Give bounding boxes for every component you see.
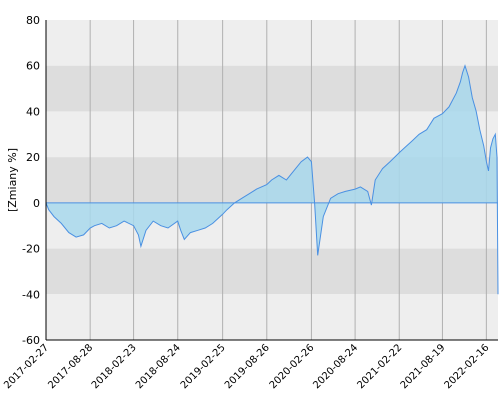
grid-band (46, 248, 498, 295)
x-tick-label: 2020-08-24 (311, 342, 360, 391)
y-axis-label: [Zmiany %] (6, 148, 19, 212)
y-tick-label: -60 (22, 334, 40, 347)
x-tick-label: 2018-02-23 (90, 342, 139, 391)
x-tick-label: 2018-08-24 (134, 342, 183, 391)
series-line (45, 64, 499, 295)
grid-band (46, 65, 498, 112)
x-tick-label: 2017-08-28 (46, 342, 95, 391)
x-tick-label: 2021-08-19 (399, 342, 448, 391)
x-tick-label: 2021-02-22 (355, 342, 404, 391)
x-tick-label: 2017-02-27 (2, 342, 51, 391)
x-tick-label: 2020-02-26 (268, 342, 317, 391)
y-axis-ticks: 80 60 40 20 0 -20 -40 -60 (22, 14, 40, 347)
y-tick-label: 40 (26, 105, 40, 118)
grid-band (46, 294, 498, 340)
x-tick-label: 2022-02-16 (443, 342, 492, 391)
y-tick-label: 80 (26, 14, 40, 27)
x-axis-ticks: 2017-02-272017-08-282018-02-232018-08-24… (2, 342, 491, 391)
y-tick-label: -20 (22, 243, 40, 256)
x-tick-label: 2019-08-26 (223, 342, 272, 391)
y-tick-label: 60 (26, 60, 40, 73)
y-tick-label: 0 (33, 197, 40, 210)
x-tick-label: 2019-02-25 (179, 342, 228, 391)
y-tick-label: -40 (22, 288, 40, 301)
grid-band (46, 20, 498, 66)
y-tick-label: 20 (26, 151, 40, 164)
